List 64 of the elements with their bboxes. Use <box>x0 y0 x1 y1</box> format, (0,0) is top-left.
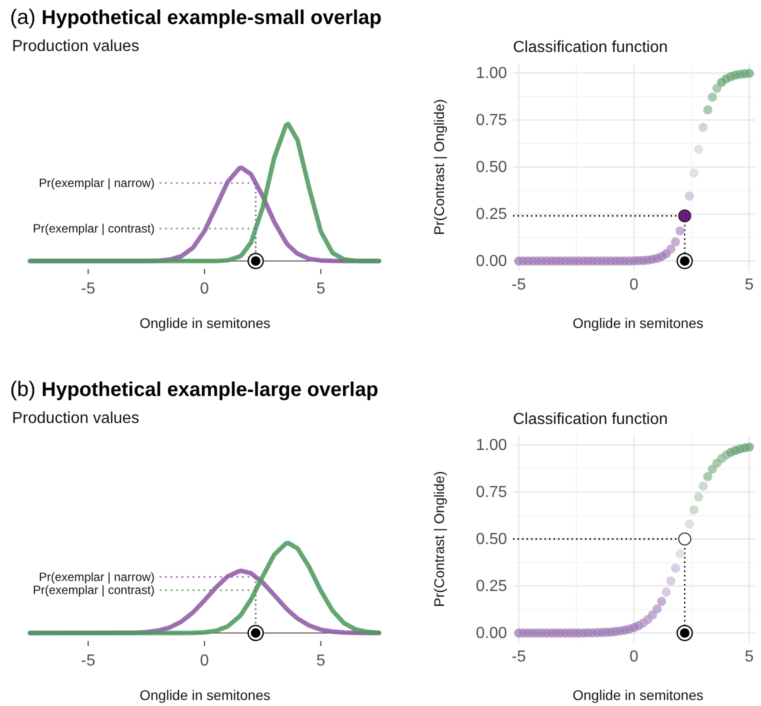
x-tick-label: 0 <box>630 276 639 294</box>
annotation: Pr(exemplar | contrast) <box>32 222 155 236</box>
y-tick-label: 0.75 <box>476 484 508 502</box>
y-tick-label: 0.25 <box>476 578 508 596</box>
x-tick-label: -5 <box>81 280 96 298</box>
x-tick-label: 5 <box>316 652 326 670</box>
chart-subtitle: Production values <box>12 410 140 427</box>
point <box>694 144 704 154</box>
y-tick-label: 0.00 <box>476 253 508 270</box>
x-axis-title: Onglide in semitones <box>140 315 270 331</box>
point <box>652 604 662 614</box>
x-tick-label: 0 <box>630 648 639 666</box>
point <box>666 576 676 586</box>
point <box>698 122 708 132</box>
y-axis-title: Pr(Contrast | Onglide) <box>431 471 447 607</box>
x-tick-label: 5 <box>744 276 754 294</box>
point <box>670 237 680 246</box>
chart-title: (a) Hypothetical example-small overlap <box>10 6 382 29</box>
point <box>662 587 671 597</box>
x-tick-label: 0 <box>200 280 210 298</box>
point <box>744 68 754 78</box>
annotation: Pr(exemplar | narrow) <box>38 570 155 584</box>
y-tick-label: 1.00 <box>476 437 508 454</box>
x-axis-title: Onglide in semitones <box>572 315 704 331</box>
chart-title: Classification function <box>513 411 668 428</box>
x-tick-label: 5 <box>316 280 326 298</box>
point <box>689 505 699 514</box>
point <box>744 442 754 452</box>
y-tick-label: 0.50 <box>476 159 508 176</box>
x-tick-label: -5 <box>512 648 526 666</box>
point <box>684 520 694 529</box>
point <box>694 492 704 502</box>
point <box>648 610 658 620</box>
x-axis-title: Onglide in semitones <box>140 687 270 703</box>
y-tick-label: 0.00 <box>476 625 508 642</box>
point <box>678 209 692 222</box>
point <box>703 105 712 114</box>
y-tick-label: 0.50 <box>476 531 508 548</box>
x-tick-label: 0 <box>200 652 210 670</box>
point <box>689 168 699 178</box>
x-axis-title: Onglide in semitones <box>572 687 704 703</box>
annotation: Pr(exemplar | narrow) <box>38 176 155 190</box>
annotation: Pr(exemplar | contrast) <box>32 583 155 598</box>
x-tick-label: -5 <box>81 652 96 670</box>
x-tick-label: -5 <box>512 276 526 294</box>
point <box>703 472 712 482</box>
y-axis-title: Pr(Contrast | Onglide) <box>431 99 447 235</box>
chart-title: (b) Hypothetical example-large overlap <box>10 378 378 401</box>
chart-subtitle: Production values <box>12 38 140 55</box>
point <box>708 464 717 474</box>
point <box>678 532 692 546</box>
point <box>657 596 666 606</box>
point <box>666 244 676 254</box>
y-tick-label: 0.75 <box>476 112 508 130</box>
point <box>670 564 680 573</box>
x-tick-label: 5 <box>744 648 754 666</box>
point <box>675 549 685 558</box>
y-tick-label: 0.25 <box>476 206 508 224</box>
point <box>684 192 694 201</box>
y-tick-label: 1.00 <box>476 65 508 82</box>
point <box>708 92 717 102</box>
point <box>698 481 708 491</box>
chart-title: Classification function <box>513 39 668 56</box>
point <box>675 226 685 236</box>
